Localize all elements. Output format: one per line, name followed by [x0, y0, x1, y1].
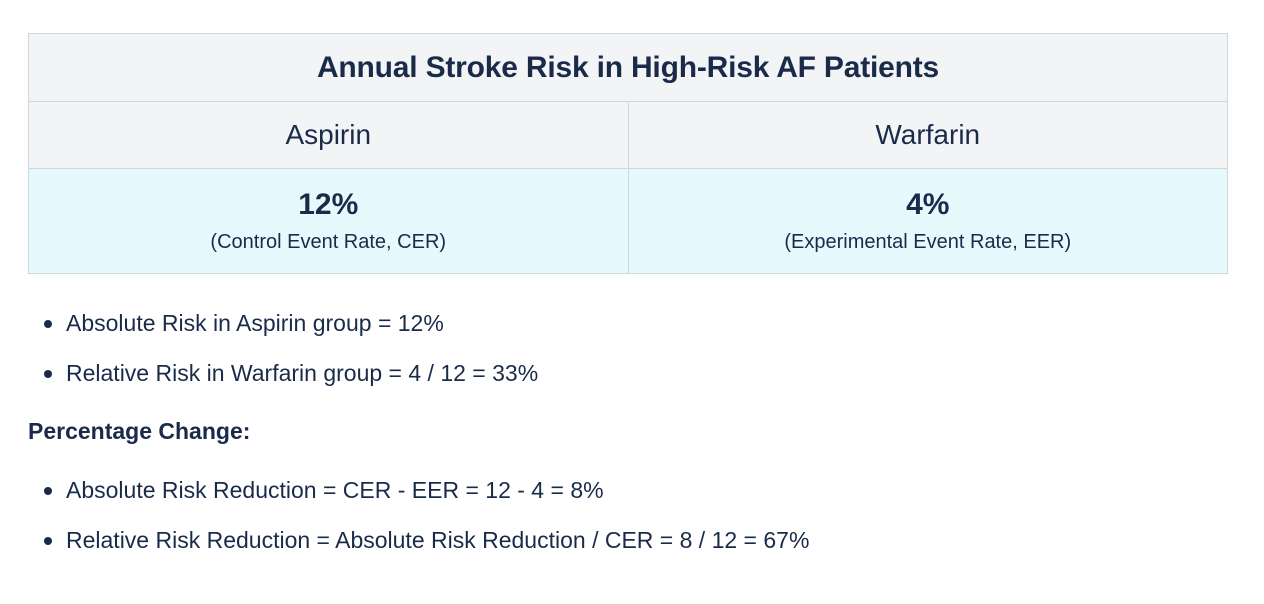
list-item-text: Absolute Risk in Aspirin group = 12% [66, 310, 444, 336]
change-bullet-list: Absolute Risk Reduction = CER - EER = 12… [28, 476, 1228, 576]
bullet-icon [44, 370, 52, 378]
table-title: Annual Stroke Risk in High-Risk AF Patie… [28, 33, 1228, 102]
document-body: Annual Stroke Risk in High-Risk AF Patie… [28, 33, 1228, 576]
risk-bullet-list: Absolute Risk in Aspirin group = 12% Rel… [28, 309, 1228, 409]
bullet-icon [44, 537, 52, 545]
list-item-text: Relative Risk in Warfarin group = 4 / 12… [66, 360, 539, 386]
list-item: Absolute Risk Reduction = CER - EER = 12… [28, 476, 1228, 526]
list-item: Relative Risk Reduction = Absolute Risk … [28, 526, 1228, 576]
warfarin-rate-value: 4% [906, 188, 950, 221]
stroke-risk-table: Annual Stroke Risk in High-Risk AF Patie… [28, 33, 1228, 274]
list-item-text: Absolute Risk Reduction = CER - EER = 12… [66, 477, 604, 503]
aspirin-rate-note: (Control Event Rate, CER) [210, 231, 447, 253]
list-item: Absolute Risk in Aspirin group = 12% [28, 309, 1228, 359]
bullet-icon [44, 320, 52, 328]
list-item-text: Relative Risk Reduction = Absolute Risk … [66, 527, 810, 553]
warfarin-value-cell: 4% (Experimental Event Rate, EER) [627, 168, 1228, 274]
warfarin-rate-note: (Experimental Event Rate, EER) [784, 231, 1072, 253]
list-item: Relative Risk in Warfarin group = 4 / 12… [28, 359, 1228, 409]
column-header-warfarin: Warfarin [627, 101, 1228, 169]
section-heading: Percentage Change: [28, 418, 251, 444]
aspirin-value-cell: 12% (Control Event Rate, CER) [28, 168, 629, 274]
aspirin-rate-value: 12% [298, 188, 359, 221]
column-header-aspirin: Aspirin [28, 101, 629, 169]
bullet-icon [44, 487, 52, 495]
